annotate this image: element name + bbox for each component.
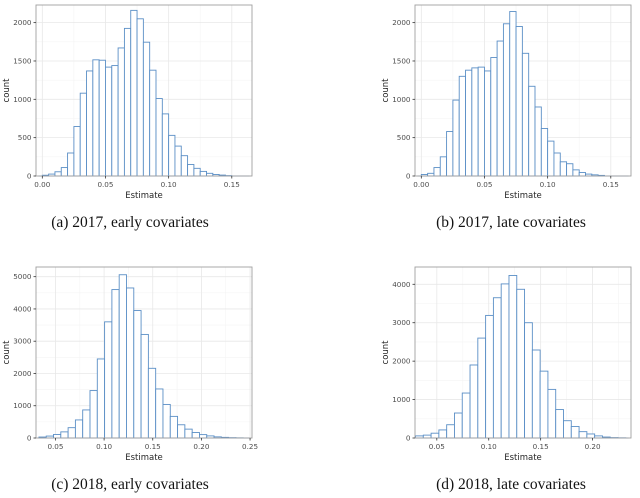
svg-text:0.20: 0.20: [585, 442, 601, 451]
histogram-2017-late: 0.00 0.05 0.10 0.15 0 500 1000 1500 2000 Estimate…: [381, 4, 632, 201]
svg-text:2000: 2000: [13, 369, 32, 378]
svg-text:1000: 1000: [392, 95, 411, 104]
svg-text:0: 0: [406, 172, 411, 181]
svg-text:2000: 2000: [392, 18, 411, 27]
svg-text:0.05: 0.05: [97, 180, 113, 189]
svg-text:2000: 2000: [13, 18, 32, 27]
svg-text:0.15: 0.15: [533, 442, 549, 451]
svg-text:Estimate: Estimate: [504, 453, 542, 463]
svg-text:3000: 3000: [392, 318, 411, 327]
svg-text:0.25: 0.25: [242, 442, 258, 451]
svg-text:0.00: 0.00: [413, 180, 429, 189]
svg-text:1000: 1000: [392, 395, 411, 404]
svg-text:500: 500: [18, 133, 32, 142]
svg-text:Estimate: Estimate: [125, 191, 163, 201]
svg-text:0.05: 0.05: [476, 180, 492, 189]
svg-text:0: 0: [406, 434, 411, 443]
svg-text:0.10: 0.10: [481, 442, 497, 451]
svg-text:count: count: [381, 340, 391, 365]
svg-text:0.15: 0.15: [603, 180, 619, 189]
histogram-2018-late: 0.05 0.10 0.15 0.20 0 1000 2000 3000 4000 Estimat…: [381, 266, 632, 463]
svg-text:0: 0: [27, 434, 32, 443]
svg-text:1000: 1000: [13, 95, 32, 104]
svg-text:0.05: 0.05: [47, 442, 63, 451]
subfigure-caption-d: (d) 2018, late covariates: [436, 476, 586, 493]
svg-text:0.10: 0.10: [96, 442, 112, 451]
svg-text:1500: 1500: [392, 56, 411, 65]
svg-text:3000: 3000: [13, 337, 32, 346]
svg-text:4000: 4000: [392, 280, 411, 289]
svg-text:1000: 1000: [13, 401, 32, 410]
svg-text:Estimate: Estimate: [504, 191, 542, 201]
svg-text:2000: 2000: [392, 357, 411, 366]
svg-text:0.20: 0.20: [193, 442, 209, 451]
svg-text:0: 0: [27, 172, 32, 181]
svg-text:count: count: [2, 340, 12, 365]
subfigure-caption-c: (c) 2018, early covariates: [51, 476, 209, 493]
svg-text:0.00: 0.00: [34, 180, 50, 189]
svg-text:0.10: 0.10: [540, 180, 556, 189]
svg-text:0.05: 0.05: [429, 442, 445, 451]
svg-text:Estimate: Estimate: [125, 453, 163, 463]
svg-text:count: count: [2, 78, 12, 103]
svg-text:4000: 4000: [13, 304, 32, 313]
svg-text:0.10: 0.10: [161, 180, 177, 189]
svg-text:0.15: 0.15: [145, 442, 161, 451]
histogram-2017-early: 0.00 0.05 0.10 0.15 0 500 1000 1500 2000 Estimate…: [2, 4, 253, 201]
svg-text:1500: 1500: [13, 56, 32, 65]
svg-text:5000: 5000: [13, 272, 32, 281]
svg-text:0.15: 0.15: [224, 180, 240, 189]
svg-text:500: 500: [397, 133, 411, 142]
svg-text:count: count: [381, 78, 391, 103]
subfigure-caption-a: (a) 2017, early covariates: [51, 214, 209, 231]
subfigure-caption-b: (b) 2017, late covariates: [436, 214, 586, 231]
histogram-2018-early: 0.05 0.10 0.15 0.20 0.25 0 1000 2000 3000 4000 500…: [2, 266, 258, 463]
